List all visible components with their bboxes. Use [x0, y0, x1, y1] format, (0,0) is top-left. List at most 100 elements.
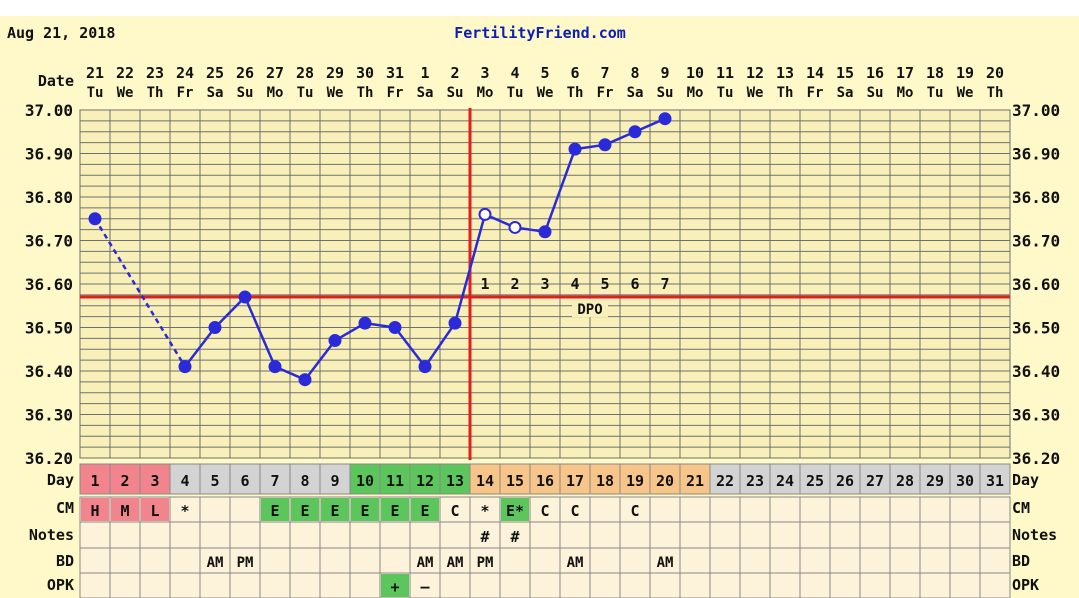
cm-value: M [120, 502, 129, 520]
cm-value: * [480, 502, 489, 520]
temp-point[interactable] [448, 316, 462, 330]
temp-line [543, 148, 577, 233]
cm-value: * [180, 502, 189, 520]
bd-cell [259, 547, 291, 574]
opk-value: – [420, 578, 430, 596]
weekday-label: Sa [207, 85, 224, 101]
day-number: 29 [926, 472, 944, 490]
day-number: 3 [150, 472, 159, 490]
chart-date: Aug 21, 2018 [7, 24, 115, 42]
day-cell [559, 463, 591, 495]
temp-point[interactable] [208, 321, 222, 334]
cm-highlight [111, 498, 139, 521]
day-cell [859, 463, 891, 495]
day-cell [739, 463, 771, 495]
temp-point[interactable] [178, 360, 192, 374]
temp-point[interactable] [268, 360, 282, 374]
temp-point[interactable] [628, 125, 642, 139]
y-tick-label-right: 36.80 [1012, 188, 1060, 207]
y-axis-right: 36.20 36.30 36.40 36.50 36.60 36.70 36.80 36.90… [1012, 101, 1060, 468]
notes-cell [169, 521, 201, 549]
bd-value: PM [477, 555, 494, 571]
temp-point[interactable] [538, 225, 552, 239]
opk-cell [739, 572, 771, 598]
cm-highlight [291, 498, 319, 521]
notes-cell [79, 521, 111, 549]
day-cell [109, 463, 141, 495]
cm-highlight [381, 498, 409, 521]
weekday-label: Su [447, 85, 464, 101]
opk-cell [79, 572, 111, 598]
weekday-label: Th [147, 85, 164, 101]
temp-line [243, 296, 277, 368]
temp-point[interactable] [658, 112, 672, 126]
opk-cell [319, 572, 351, 598]
date-label: 31 [386, 64, 404, 82]
notes-cell [259, 521, 291, 549]
temp-point[interactable] [568, 142, 582, 156]
day-number: 26 [836, 472, 854, 490]
opk-cell [109, 572, 141, 598]
temperature-plot: 1 2 3 4 5 6 7 DPO [79, 108, 1011, 460]
bd-value: PM [237, 555, 254, 571]
opk-row-label-right: OPK [1012, 576, 1039, 594]
day-number: 4 [180, 472, 189, 490]
temp-point-open[interactable] [508, 220, 522, 234]
temp-line-gap [93, 218, 187, 368]
weekday-label: Mo [477, 85, 494, 101]
y-tick-label-left: 36.30 [25, 406, 73, 425]
top-margin [0, 0, 1079, 16]
weekday-label: Sa [417, 85, 434, 101]
temp-point[interactable] [598, 138, 612, 152]
temp-point-open[interactable] [478, 207, 492, 221]
temp-point[interactable] [88, 212, 102, 226]
cm-cell [229, 496, 261, 523]
weekday-label: We [747, 85, 764, 101]
opk-cell [889, 572, 921, 598]
weekday-label: Tu [717, 85, 734, 101]
day-cell [169, 463, 201, 495]
data-rows: Day Day CM CM Notes Notes BD BD OPK OPK … [29, 463, 1057, 598]
temp-line [394, 326, 426, 368]
day-row-label-right: Day [1012, 471, 1039, 489]
date-label: 23 [146, 64, 164, 82]
day-number: 14 [476, 472, 494, 490]
y-tick-label-left: 36.90 [25, 145, 73, 164]
bd-cell [919, 547, 951, 574]
y-tick-label-left: 36.70 [25, 232, 73, 251]
cm-cell [529, 496, 561, 523]
y-tick-label-right: 36.90 [1012, 145, 1060, 164]
day-number: 19 [626, 472, 644, 490]
notes-cell [349, 521, 381, 549]
notes-cell [199, 521, 231, 549]
day-cell [409, 463, 441, 495]
date-label: 14 [806, 64, 824, 82]
temp-point[interactable] [358, 316, 372, 330]
opk-cell [829, 572, 861, 598]
cm-cell [679, 496, 711, 523]
temp-point[interactable] [388, 321, 402, 334]
day-cell [379, 463, 411, 495]
weekday-label: Th [567, 85, 584, 101]
day-number: 5 [210, 472, 219, 490]
cm-cell [709, 496, 741, 523]
bd-cell [739, 547, 771, 574]
date-label: 18 [926, 64, 944, 82]
date-label: 28 [296, 64, 314, 82]
notes-cell [139, 521, 171, 549]
day-number: 21 [686, 472, 704, 490]
date-header: 21 22 23 24 25 26 27 28 29 30 31 1 2 3 4 5 6 7 8 9 10 11 12 13 1… [86, 64, 1004, 101]
cm-row-label: CM [56, 499, 74, 517]
bd-value: AM [207, 555, 224, 571]
day-number: 8 [300, 472, 309, 490]
date-label: 15 [836, 64, 854, 82]
temp-point[interactable] [298, 373, 312, 387]
temp-point[interactable] [328, 334, 342, 348]
temp-point[interactable] [238, 290, 252, 304]
date-row-label: Date [38, 72, 74, 90]
y-tick-label-right: 36.70 [1012, 232, 1060, 251]
temp-point[interactable] [418, 360, 432, 374]
site-name[interactable]: FertilityFriend.com [454, 24, 626, 42]
bd-value: AM [657, 555, 674, 571]
